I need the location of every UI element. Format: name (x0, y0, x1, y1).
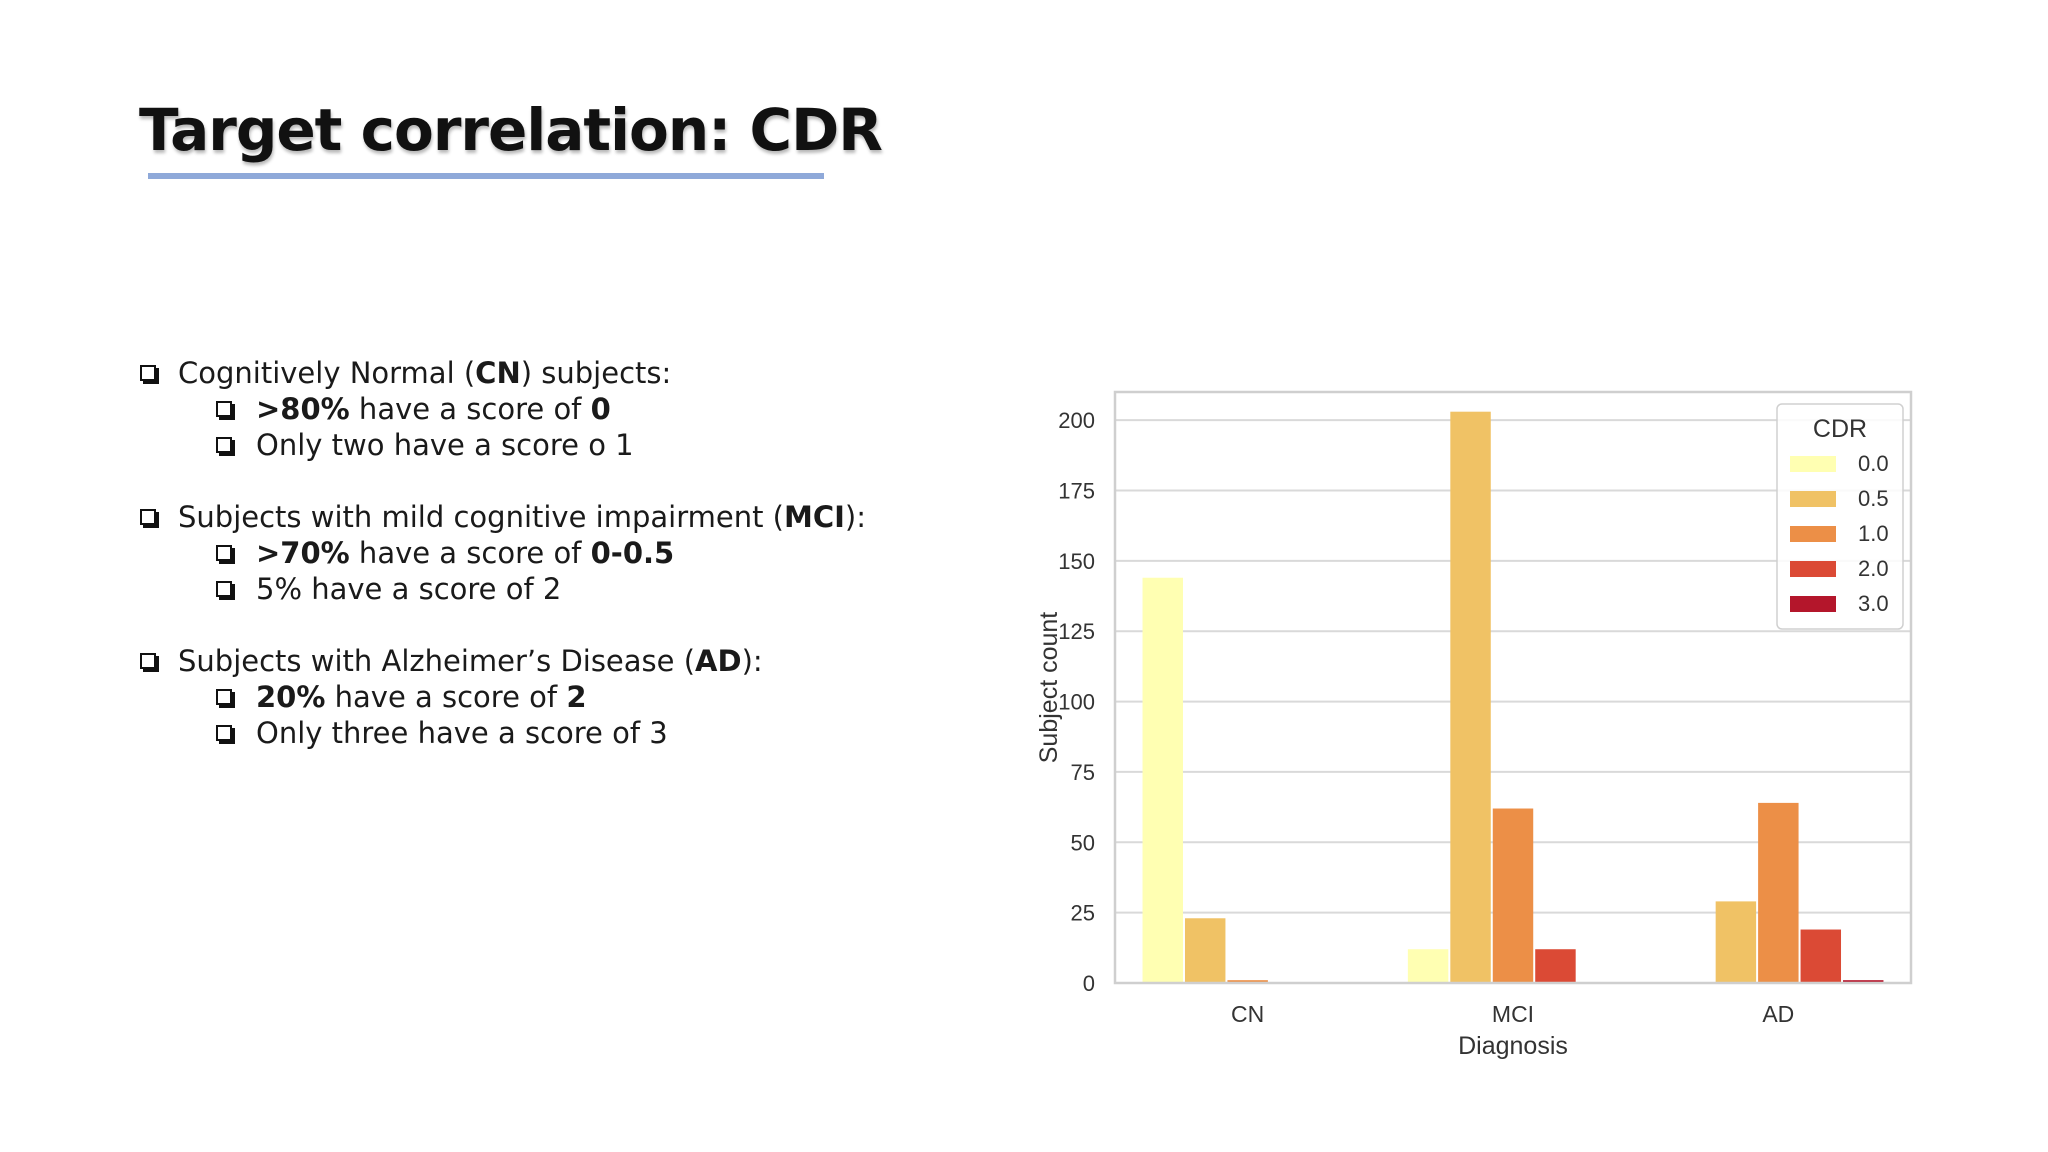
x-tick-label: CN (1231, 1001, 1264, 1027)
y-tick-label: 175 (1058, 479, 1095, 504)
bullet-list: Cognitively Normal (CN) subjects: >80% h… (140, 355, 866, 787)
sub-bullet-cn-2: Only two have a score o 1 (140, 427, 866, 463)
x-tick-label: MCI (1492, 1001, 1534, 1027)
bullet-bold-text: 0 (590, 392, 611, 426)
y-tick-label: 100 (1058, 690, 1095, 715)
bullet-bold-text: >70% (256, 536, 350, 570)
plot-frame (1113, 390, 1913, 985)
legend-swatch (1790, 526, 1836, 542)
bar (1227, 980, 1268, 983)
bar (1142, 577, 1183, 983)
bullet-bold-text: 2 (566, 680, 587, 714)
bullet-text: ) subjects: (520, 356, 672, 390)
bullet-bold-text: 20% (256, 680, 326, 714)
checkbox-bullet-icon (216, 689, 232, 705)
legend-title: CDR (1813, 415, 1867, 443)
bullet-bold-text: 0-0.5 (590, 536, 675, 570)
bullet-group-mci: Subjects with mild cognitive impairment … (140, 499, 866, 607)
y-tick-label: 25 (1071, 901, 1095, 926)
bullet-text: ): (844, 500, 867, 534)
bullet-text: Only three have a score of 3 (256, 716, 668, 750)
legend-swatch (1790, 561, 1836, 577)
bullet-mci: Subjects with mild cognitive impairment … (140, 499, 866, 535)
bullet-ad: Subjects with Alzheimer’s Disease (AD): (140, 643, 866, 679)
y-tick-label: 125 (1058, 619, 1095, 644)
cdr-bar-chart: 0 25 50 75 100 125 150 175 200 CN MCI AD Diagnosis Su… (1005, 380, 1945, 1080)
bar (1758, 802, 1799, 983)
chart-svg: 0 25 50 75 100 125 150 175 200 CN MCI AD Diagnosis Su… (1035, 390, 1913, 1060)
bar (1450, 411, 1491, 983)
bullet-bold-text: MCI (783, 500, 845, 534)
bullet-text: have a score of (349, 536, 591, 570)
y-tick-label: 150 (1058, 549, 1095, 574)
sub-bullet-mci-2: 5% have a score of 2 (140, 571, 866, 607)
legend-label: 3.0 (1858, 591, 1889, 616)
y-tick-label: 50 (1071, 830, 1095, 855)
checkbox-bullet-icon (216, 545, 232, 561)
bar (1715, 901, 1757, 983)
slide-title: Target correlation: CDR (139, 96, 883, 164)
bullet-cn: Cognitively Normal (CN) subjects: (140, 355, 866, 391)
checkbox-bullet-icon (140, 365, 156, 381)
legend-swatch (1790, 456, 1836, 472)
checkbox-bullet-icon (140, 653, 156, 669)
x-tick-label: AD (1762, 1001, 1794, 1027)
checkbox-bullet-icon (140, 509, 156, 525)
checkbox-bullet-icon (216, 401, 232, 417)
legend-label: 1.0 (1858, 521, 1889, 546)
y-tick-label: 0 (1083, 971, 1095, 996)
sub-bullet-mci-1: >70% have a score of 0-0.5 (140, 535, 866, 571)
bullet-text: ): (741, 644, 763, 678)
checkbox-bullet-icon (216, 581, 232, 597)
bullet-text: Only two have a score o 1 (256, 428, 634, 462)
y-axis-title: Subject count (1035, 612, 1063, 764)
bar (1800, 929, 1842, 983)
bullet-text: 5% have a score of 2 (256, 572, 562, 606)
sub-bullet-cn-1: >80% have a score of 0 (140, 391, 866, 427)
sub-bullet-ad-1: 20% have a score of 2 (140, 679, 866, 715)
title-underline (148, 173, 824, 179)
x-axis-title: Diagnosis (1458, 1032, 1568, 1060)
sub-bullet-ad-2: Only three have a score of 3 (140, 715, 866, 751)
bullet-bold-text: >80% (256, 392, 350, 426)
y-tick-label: 200 (1058, 408, 1095, 433)
checkbox-bullet-icon (216, 437, 232, 453)
legend-swatch (1790, 596, 1836, 612)
bar (1492, 808, 1534, 983)
checkbox-bullet-icon (216, 725, 232, 741)
legend-label: 0.0 (1858, 451, 1889, 476)
bullet-text: Cognitively Normal ( (178, 356, 476, 390)
legend-label: 0.5 (1858, 486, 1889, 511)
y-tick-label: 75 (1071, 760, 1095, 785)
bullet-text: Subjects with Alzheimer’s Disease ( (178, 644, 696, 678)
bar (1535, 949, 1576, 983)
bullet-group-ad: Subjects with Alzheimer’s Disease (AD): … (140, 643, 866, 751)
bullet-text: have a score of (349, 392, 591, 426)
bar (1184, 918, 1226, 983)
bullet-bold-text: CN (475, 356, 521, 390)
legend-swatch (1790, 491, 1836, 507)
bar (1843, 980, 1884, 983)
bullet-bold-text: AD (695, 644, 742, 678)
bullet-text: have a score of (325, 680, 567, 714)
bullet-group-cn: Cognitively Normal (CN) subjects: >80% h… (140, 355, 866, 463)
legend-label: 2.0 (1858, 556, 1889, 581)
bullet-text: Subjects with mild cognitive impairment … (178, 500, 784, 534)
bar (1407, 949, 1449, 983)
